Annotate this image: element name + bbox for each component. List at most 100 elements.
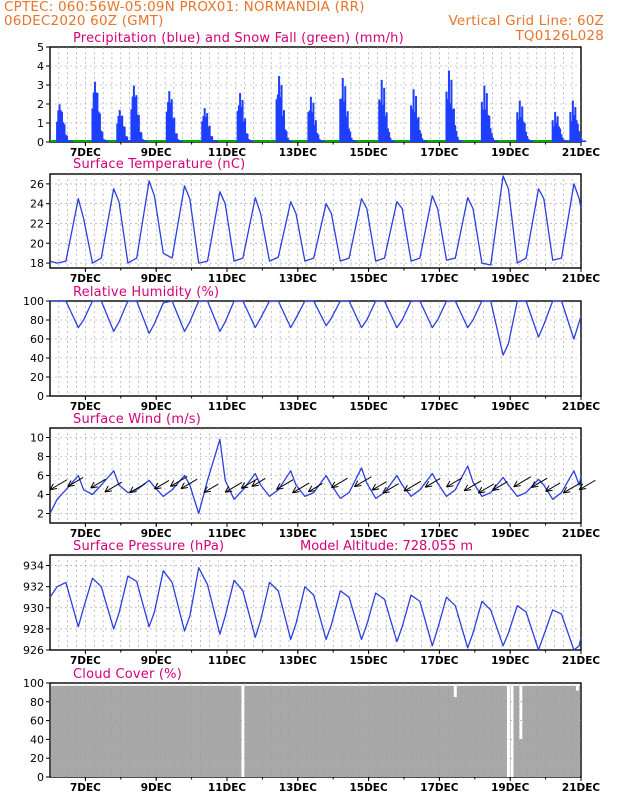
precip-bar (378, 99, 381, 142)
y-tick-label: 40 (30, 352, 44, 365)
precip-bar (445, 91, 448, 142)
x-tick-label: 11DEC (208, 401, 247, 413)
precip-bar (211, 136, 214, 142)
precip-bar (312, 102, 315, 142)
precip-bar (140, 132, 143, 142)
y-tick-label: 80 (30, 314, 44, 327)
precip-bar (575, 120, 578, 142)
precip-bar (529, 140, 532, 142)
wind-arrow-shaft (308, 483, 323, 493)
precip-bar (485, 93, 488, 142)
wind-arrow-head (240, 482, 249, 489)
x-tick-label: 19DEC (491, 401, 530, 413)
precip-bar (411, 108, 414, 142)
y-tick-label: 3 (37, 79, 44, 92)
precip-bar (102, 138, 105, 142)
wind-arrow (180, 478, 198, 490)
precip-bar (132, 85, 135, 142)
panel-title: Surface Wind (m/s) (73, 412, 201, 427)
wind-arrow-shaft (354, 476, 372, 488)
x-tick-label: 21DEC (562, 273, 601, 285)
series-line (49, 175, 582, 266)
wind-arrow-head (251, 480, 259, 487)
wind-arrow-shaft (446, 477, 463, 488)
wind-arrow-shaft (224, 482, 243, 493)
precip-bar (165, 111, 168, 142)
precip-bar (134, 97, 137, 142)
wind-arrow-shaft (240, 478, 258, 489)
wind-arrow-shaft (292, 482, 310, 494)
y-tick-label: 24 (30, 198, 44, 211)
precip-bar (103, 139, 106, 142)
wind-arrow (477, 483, 495, 494)
precip-bar (116, 123, 119, 142)
precip-bar (97, 111, 100, 142)
precip-bar (562, 139, 565, 142)
x-tick-label: 11DEC (208, 782, 247, 794)
precip-bar (351, 139, 354, 142)
precip-bar (68, 140, 71, 142)
precip-bar (91, 108, 94, 142)
y-tick-label: 928 (23, 623, 44, 636)
y-tick-label: 22 (30, 217, 44, 230)
precip-bar (354, 140, 357, 142)
x-tick-label: 19DEC (491, 782, 530, 794)
precip-bar (556, 116, 559, 142)
wind-arrow (224, 482, 243, 493)
precip-bar (70, 140, 73, 142)
wind-arrow (531, 477, 548, 488)
precip-bar (418, 130, 421, 142)
precip-bar (456, 136, 459, 142)
precip-bar (489, 128, 492, 142)
y-tick-label: 0 (37, 136, 44, 149)
wind-arrow-head (276, 483, 284, 490)
wind-arrow-shaft (331, 477, 348, 489)
precip-bar (67, 140, 70, 142)
precip-bar (289, 140, 292, 142)
y-tick-label: 926 (23, 644, 44, 657)
precip-bar (490, 133, 493, 142)
precip-bar (316, 132, 319, 142)
wind-arrow-head (180, 482, 189, 490)
precip-bar (202, 116, 205, 142)
x-tick-label: 17DEC (420, 782, 459, 794)
y-tick-label: 40 (30, 733, 44, 746)
precip-bar (209, 136, 212, 142)
precip-bar (422, 140, 425, 142)
wind-arrow-head (104, 485, 112, 493)
panel-subtitle: Model Altitude: 728.055 m (300, 539, 473, 554)
wind-arrow (169, 476, 188, 487)
wind-arrow-shaft (513, 476, 531, 488)
y-tick-label: 80 (30, 696, 44, 709)
precip-bar (381, 104, 384, 142)
precip-bar (127, 140, 130, 142)
precip-bar (172, 118, 175, 142)
x-tick-label: 15DEC (349, 528, 388, 540)
precip-bar (69, 140, 72, 142)
precip-bar (106, 140, 109, 142)
precip-bar (449, 103, 452, 142)
precip-bar (309, 96, 312, 142)
precip-bar (384, 115, 387, 142)
precip-bar (100, 130, 103, 142)
x-tick-label: 15DEC (349, 147, 388, 159)
panel-4: 2 4 6 8 10 7DEC 9DEC 11DEC 13DEC 15DEC 17DEC 19DEC 2… (30, 412, 600, 540)
wind-arrow (240, 478, 258, 489)
precip-bar (388, 132, 391, 142)
precip-bar (413, 111, 416, 142)
precip-bar (350, 137, 353, 142)
wind-arrow (578, 479, 596, 491)
precip-bar (555, 122, 558, 142)
cloud-cover-gap (241, 685, 245, 777)
precip-bar (313, 124, 316, 142)
cloud-cover-gap (510, 685, 514, 777)
precip-bar (59, 110, 62, 142)
x-tick-label: 11DEC (208, 147, 247, 159)
precip-bar (342, 101, 345, 142)
x-tick-label: 19DEC (491, 147, 530, 159)
wind-arrow-head (545, 485, 553, 492)
precip-bar (559, 128, 562, 142)
series-line (50, 300, 582, 356)
wind-arrow-shaft (276, 479, 294, 490)
